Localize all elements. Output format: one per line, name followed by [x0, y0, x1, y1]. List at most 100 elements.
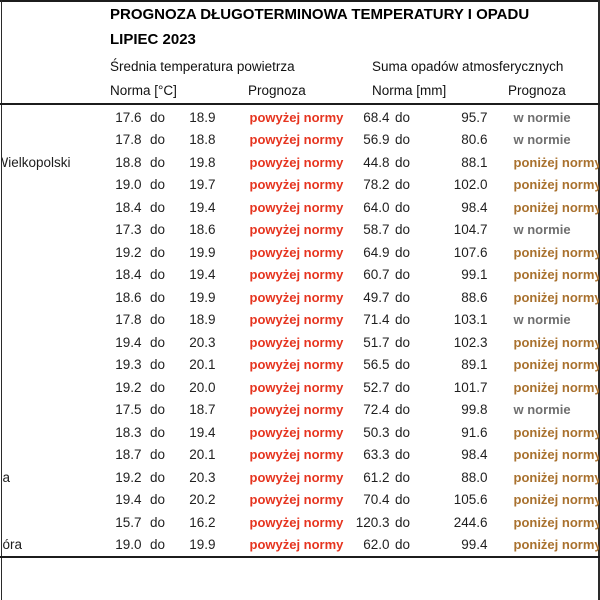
temp-range-separator: do	[149, 154, 166, 170]
table-row: 19.2 do 20.0 powyżej normy 52.7 do 101.7 poniże…	[2, 376, 599, 399]
table-row: 15.7 do 16.2 powyżej normy 120.3 do 244.6 poniż…	[2, 511, 598, 534]
temp-norm-high-value: 20.1	[189, 447, 216, 463]
precip-range-separator: do	[394, 289, 411, 305]
temp-norm-high-value: 19.9	[189, 537, 216, 553]
temp-forecast-value: powyżej normy	[249, 244, 344, 260]
temp-norm-high-value: 18.8	[189, 132, 216, 148]
header-rule	[0, 103, 600, 105]
table-body: 17.6 do 18.9 powyżej normy 68.4 do 95.7 w normi…	[2, 106, 599, 556]
table-row: a 19.2 do 20.3 powyżej normy 61.2 do 88.0 poniże…	[2, 466, 599, 489]
temp-range-separator: do	[149, 222, 166, 238]
temp-norm-high-value: 19.8	[189, 154, 216, 170]
temp-norm-low-value: 17.3	[115, 222, 142, 238]
precip-norm-low-value: 56.5	[363, 357, 390, 373]
precip-norm-high-value: 99.8	[461, 402, 488, 418]
table-row: 17.3 do 18.6 powyżej normy 58.7 do 104.7 w norm…	[2, 219, 599, 242]
precip-range-separator: do	[394, 109, 411, 125]
temp-forecast-value: powyżej normy	[249, 379, 344, 395]
precip-norm-low-value: 71.4	[363, 312, 390, 328]
table-row: 18.6 do 19.9 powyżej normy 49.7 do 88.6 poniżej…	[2, 286, 598, 309]
temp-forecast-value: powyżej normy	[249, 312, 344, 328]
temp-norm-low-value: 17.5	[115, 402, 142, 418]
precip-forecast-value: poniżej normy	[513, 267, 599, 283]
temp-norm-low-value: 18.7	[115, 447, 142, 463]
temp-norm-low-value: 17.8	[115, 132, 142, 148]
temp-range-separator: do	[149, 289, 166, 305]
temp-forecast-value: powyżej normy	[249, 402, 344, 418]
precip-norm-high-value: 105.6	[453, 492, 488, 508]
temp-norm-low-value: 18.4	[115, 267, 142, 283]
precip-range-separator: do	[394, 492, 411, 508]
temp-range-separator: do	[149, 379, 166, 395]
temp-norm-high-value: 19.7	[189, 177, 216, 193]
precip-norm-high-value: 102.3	[453, 334, 488, 350]
temp-norm-low-value: 15.7	[115, 514, 142, 530]
precip-norm-low-value: 56.9	[363, 132, 390, 148]
precip-norm-high-value: 104.7	[453, 222, 488, 238]
precip-norm-high-value: 88.0	[461, 469, 488, 485]
precip-range-separator: do	[394, 312, 411, 328]
temp-norm-high-value: 19.4	[189, 267, 216, 283]
precip-range-separator: do	[394, 199, 411, 215]
precip-norm-low-value: 52.7	[363, 379, 390, 395]
precip-range-separator: do	[394, 222, 411, 238]
temp-norm-high-value: 19.9	[189, 289, 216, 305]
temp-forecast-value: powyżej normy	[249, 334, 344, 350]
precipitation-norm-column-header: Norma [mm]	[372, 83, 447, 98]
precip-range-separator: do	[394, 244, 411, 260]
table-row: 18.4 do 19.4 powyżej normy 64.0 do 98.4 poniżej…	[2, 196, 598, 219]
precip-forecast-value: poniżej normy	[513, 244, 599, 260]
temp-norm-high-value: 19.4	[189, 424, 216, 440]
precip-norm-high-value: 244.6	[453, 514, 488, 530]
temp-range-separator: do	[149, 424, 166, 440]
table-row: 17.8 do 18.8 powyżej normy 56.9 do 80.6 w normi…	[2, 129, 599, 152]
temp-forecast-value: powyżej normy	[249, 357, 344, 373]
temp-norm-high-value: 16.2	[189, 514, 216, 530]
precip-norm-low-value: 70.4	[363, 492, 390, 508]
temp-norm-low-value: 17.6	[115, 109, 142, 125]
precip-range-separator: do	[394, 402, 411, 418]
precip-norm-low-value: 58.7	[363, 222, 390, 238]
precip-norm-high-value: 103.1	[453, 312, 488, 328]
temp-norm-high-value: 18.9	[189, 312, 216, 328]
temp-forecast-value: powyżej normy	[249, 132, 344, 148]
temp-forecast-value: powyżej normy	[249, 514, 344, 530]
temp-range-separator: do	[149, 537, 166, 553]
precip-forecast-value: poniżej normy	[513, 379, 599, 395]
precip-forecast-value: w normie	[513, 109, 571, 125]
temp-range-separator: do	[149, 177, 166, 193]
precip-range-separator: do	[394, 447, 411, 463]
precip-norm-low-value: 60.7	[363, 267, 390, 283]
precip-norm-low-value: 120.3	[355, 514, 390, 530]
temp-forecast-value: powyżej normy	[249, 199, 344, 215]
table-row: 18.4 do 19.4 powyżej normy 60.7 do 99.1 poniżej…	[2, 264, 599, 287]
temp-norm-low-value: 19.4	[115, 334, 142, 350]
precip-range-separator: do	[394, 334, 411, 350]
precip-forecast-value: w normie	[513, 222, 571, 238]
temp-norm-high-value: 20.3	[189, 334, 216, 350]
temp-forecast-value: powyżej normy	[249, 492, 344, 508]
temp-norm-high-value: 18.9	[189, 109, 216, 125]
precip-forecast-value: poniżej normy	[513, 154, 599, 170]
temperature-forecast-column-header: Prognoza	[248, 83, 306, 98]
precip-norm-high-value: 98.4	[461, 199, 488, 215]
table-row: 18.7 do 20.1 powyżej normy 63.3 do 98.4 poniżej…	[2, 444, 598, 467]
temp-forecast-value: powyżej normy	[249, 177, 344, 193]
table-row: 17.6 do 18.9 powyżej normy 68.4 do 95.7 w normi…	[2, 106, 599, 129]
temp-forecast-value: powyżej normy	[249, 469, 344, 485]
table-row: Wielkopolski 18.8 do 19.8 powyżej normy 44.8 d…	[2, 151, 599, 174]
precip-norm-low-value: 61.2	[363, 469, 390, 485]
precip-forecast-value: poniżej normy	[513, 177, 599, 193]
precip-range-separator: do	[394, 424, 411, 440]
table-row: 17.5 do 18.7 powyżej normy 72.4 do 99.8 w normi…	[2, 399, 599, 422]
temp-norm-high-value: 20.0	[189, 379, 216, 395]
temp-range-separator: do	[149, 334, 166, 350]
temp-norm-low-value: 19.2	[115, 469, 142, 485]
temp-norm-low-value: 19.3	[115, 357, 142, 373]
table-row: 19.4 do 20.2 powyżej normy 70.4 do 105.6 poniże…	[2, 489, 598, 512]
precip-range-separator: do	[394, 379, 411, 395]
table-row: 19.2 do 19.9 powyżej normy 64.9 do 107.6 poniże…	[2, 241, 599, 264]
temp-norm-high-value: 20.3	[189, 469, 216, 485]
precip-norm-high-value: 89.1	[461, 357, 488, 373]
precip-norm-low-value: 64.0	[363, 199, 390, 215]
